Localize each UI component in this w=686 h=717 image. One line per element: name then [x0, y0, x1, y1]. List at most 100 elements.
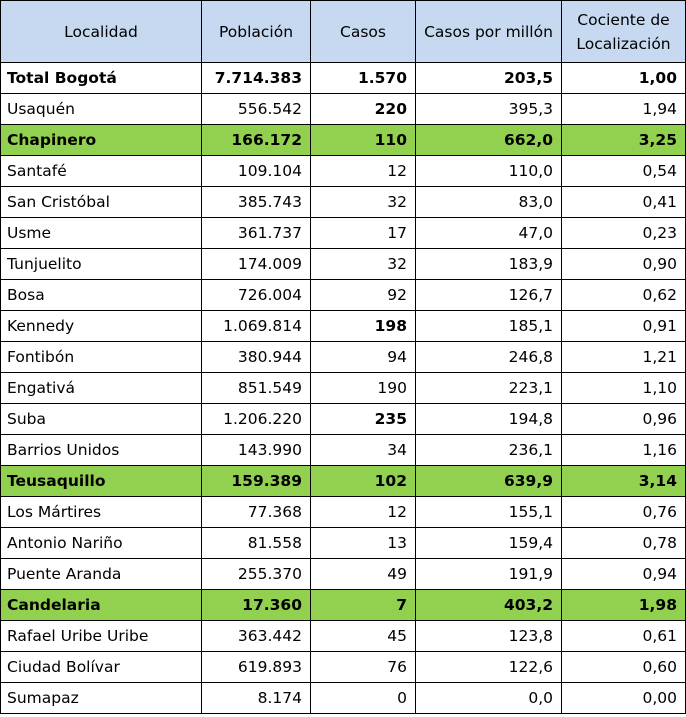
cell-localidad: Los Mártires — [0, 496, 202, 528]
table-row: Bosa 726.004 92 126,7 0,62 — [0, 279, 686, 311]
cell-localidad: Barrios Unidos — [0, 434, 202, 466]
cell-casos: 45 — [310, 620, 416, 652]
cell-casos-por-millon: 123,8 — [415, 620, 562, 652]
cell-casos-por-millon: 194,8 — [415, 403, 562, 435]
cell-casos-por-millon: 183,9 — [415, 248, 562, 280]
cell-casos-por-millon: 185,1 — [415, 310, 562, 342]
cell-casos-por-millon: 155,1 — [415, 496, 562, 528]
cell-poblacion: 380.944 — [201, 341, 311, 373]
cell-cociente: 0,96 — [561, 403, 686, 435]
cell-poblacion: 17.360 — [201, 589, 311, 621]
table-row: Tunjuelito 174.009 32 183,9 0,90 — [0, 248, 686, 280]
table-row: Los Mártires 77.368 12 155,1 0,76 — [0, 496, 686, 528]
table-row: Usme 361.737 17 47,0 0,23 — [0, 217, 686, 249]
cell-poblacion: 159.389 — [201, 465, 311, 497]
cell-casos: 76 — [310, 651, 416, 683]
cell-casos-por-millon: 83,0 — [415, 186, 562, 218]
cell-casos: 13 — [310, 527, 416, 559]
cell-casos: 102 — [310, 465, 416, 497]
cell-localidad: Santafé — [0, 155, 202, 187]
cell-localidad: Tunjuelito — [0, 248, 202, 280]
cell-poblacion: 109.104 — [201, 155, 311, 187]
cell-localidad: Rafael Uribe Uribe — [0, 620, 202, 652]
table-row: Suba 1.206.220 235 194,8 0,96 — [0, 403, 686, 435]
column-header-cociente: Cociente de Localización — [561, 0, 686, 63]
cell-localidad: Bosa — [0, 279, 202, 311]
cell-poblacion: 361.737 — [201, 217, 311, 249]
cell-casos: 34 — [310, 434, 416, 466]
table-row: Ciudad Bolívar 619.893 76 122,6 0,60 — [0, 651, 686, 683]
cell-localidad: Usaquén — [0, 93, 202, 125]
cell-casos-por-millon: 403,2 — [415, 589, 562, 621]
table-row: Total Bogotá 7.714.383 1.570 203,5 1,00 — [0, 62, 686, 94]
cell-cociente: 1,98 — [561, 589, 686, 621]
cell-localidad: San Cristóbal — [0, 186, 202, 218]
table-row: Fontibón 380.944 94 246,8 1,21 — [0, 341, 686, 373]
cell-localidad: Kennedy — [0, 310, 202, 342]
cell-casos-por-millon: 639,9 — [415, 465, 562, 497]
cell-cociente: 1,16 — [561, 434, 686, 466]
header-row: Localidad Población Casos Casos por mill… — [0, 0, 686, 63]
table-row: San Cristóbal 385.743 32 83,0 0,41 — [0, 186, 686, 218]
cell-casos-por-millon: 246,8 — [415, 341, 562, 373]
cell-localidad: Antonio Nariño — [0, 527, 202, 559]
cell-casos: 12 — [310, 155, 416, 187]
cell-casos-por-millon: 0,0 — [415, 682, 562, 714]
cell-localidad: Engativá — [0, 372, 202, 404]
cell-cociente: 0,62 — [561, 279, 686, 311]
cell-localidad: Chapinero — [0, 124, 202, 156]
cell-cociente: 0,61 — [561, 620, 686, 652]
cell-cociente: 1,94 — [561, 93, 686, 125]
cell-casos: 190 — [310, 372, 416, 404]
cell-cociente: 1,00 — [561, 62, 686, 94]
cell-casos: 94 — [310, 341, 416, 373]
cell-casos: 110 — [310, 124, 416, 156]
cell-casos-por-millon: 662,0 — [415, 124, 562, 156]
cell-casos: 49 — [310, 558, 416, 590]
cell-poblacion: 7.714.383 — [201, 62, 311, 94]
cell-casos: 7 — [310, 589, 416, 621]
cell-poblacion: 255.370 — [201, 558, 311, 590]
cell-casos-por-millon: 159,4 — [415, 527, 562, 559]
table-row: Chapinero 166.172 110 662,0 3,25 — [0, 124, 686, 156]
cell-poblacion: 8.174 — [201, 682, 311, 714]
cell-casos-por-millon: 110,0 — [415, 155, 562, 187]
table-row: Antonio Nariño 81.558 13 159,4 0,78 — [0, 527, 686, 559]
column-header-casos-por-millon: Casos por millón — [415, 0, 562, 63]
cell-casos: 0 — [310, 682, 416, 714]
cell-casos: 198 — [310, 310, 416, 342]
table-row: Kennedy 1.069.814 198 185,1 0,91 — [0, 310, 686, 342]
cell-poblacion: 77.368 — [201, 496, 311, 528]
cell-poblacion: 851.549 — [201, 372, 311, 404]
cell-cociente: 0,00 — [561, 682, 686, 714]
cell-casos: 92 — [310, 279, 416, 311]
cell-cociente: 0,94 — [561, 558, 686, 590]
cell-localidad: Sumapaz — [0, 682, 202, 714]
cell-cociente: 3,14 — [561, 465, 686, 497]
cell-localidad: Total Bogotá — [0, 62, 202, 94]
table-row: Puente Aranda 255.370 49 191,9 0,94 — [0, 558, 686, 590]
cell-cociente: 0,41 — [561, 186, 686, 218]
table-row: Santafé 109.104 12 110,0 0,54 — [0, 155, 686, 187]
cell-casos: 32 — [310, 248, 416, 280]
table-row: Rafael Uribe Uribe 363.442 45 123,8 0,61 — [0, 620, 686, 652]
table-row: Usaquén 556.542 220 395,3 1,94 — [0, 93, 686, 125]
table-row: Candelaria 17.360 7 403,2 1,98 — [0, 589, 686, 621]
cell-poblacion: 619.893 — [201, 651, 311, 683]
cell-localidad: Suba — [0, 403, 202, 435]
cell-localidad: Fontibón — [0, 341, 202, 373]
cell-casos: 1.570 — [310, 62, 416, 94]
cell-poblacion: 726.004 — [201, 279, 311, 311]
table-row: Teusaquillo 159.389 102 639,9 3,14 — [0, 465, 686, 497]
cell-cociente: 0,78 — [561, 527, 686, 559]
column-header-casos: Casos — [310, 0, 416, 63]
cell-poblacion: 143.990 — [201, 434, 311, 466]
cell-casos: 32 — [310, 186, 416, 218]
cell-cociente: 3,25 — [561, 124, 686, 156]
cell-cociente: 1,21 — [561, 341, 686, 373]
cell-poblacion: 166.172 — [201, 124, 311, 156]
cell-casos-por-millon: 191,9 — [415, 558, 562, 590]
cell-poblacion: 385.743 — [201, 186, 311, 218]
cell-cociente: 0,76 — [561, 496, 686, 528]
cell-poblacion: 1.206.220 — [201, 403, 311, 435]
